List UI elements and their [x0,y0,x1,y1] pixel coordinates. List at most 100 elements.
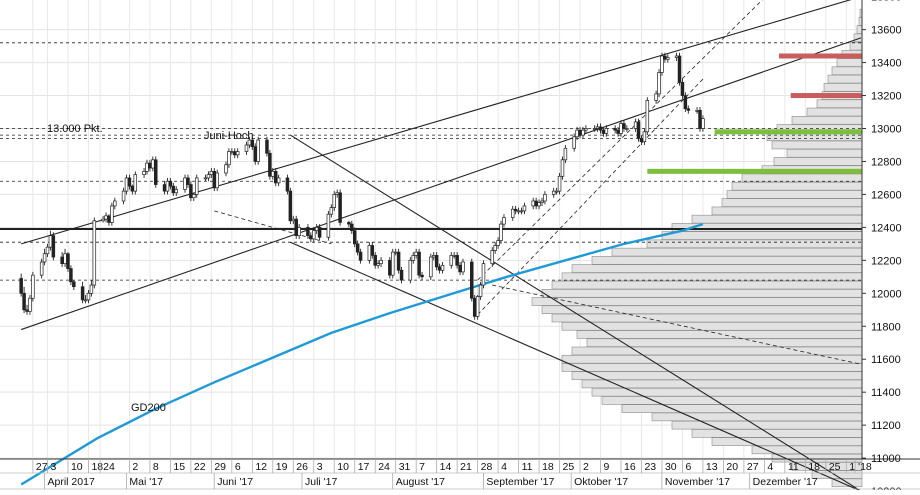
candle [227,148,231,169]
volume-profile-bar [773,157,863,166]
candle-body [393,251,398,254]
candle-body [39,261,44,276]
candle-body [674,55,679,58]
x-tick-label: 24 [103,461,115,473]
candle [253,143,257,165]
candle-body [273,170,278,184]
x-tick-label: 16 [624,461,636,473]
x-tick-label: 11 [522,461,533,473]
x-tick-label: 14 [440,461,452,473]
candle [654,90,658,104]
candle-body [203,177,208,180]
candle-body [622,123,626,129]
candle [235,148,240,159]
candle [645,97,650,136]
candle [256,136,260,165]
candle [268,149,272,180]
gd200-series [20,222,704,486]
x-tick-label: 31 [399,461,411,473]
candle [373,252,377,269]
candle-body [472,297,477,317]
candle [490,247,495,267]
candle-body [317,227,322,238]
x-tick-label: 8 [153,461,159,473]
candle [83,294,88,304]
x-tick-label: 25 [563,461,575,473]
trend-line [477,0,763,281]
volume-profile-bar [571,264,863,273]
candle [496,237,500,249]
candle-body [22,292,26,311]
candle [265,136,269,157]
candle [683,92,688,113]
candle-body [563,147,568,161]
candle-body [666,57,670,60]
candle-body [481,263,486,286]
candle [350,220,354,234]
x-tick-label: 10 [71,461,83,473]
candle-body [458,264,462,273]
candle-body [616,129,620,134]
y-tick-label: 13200 [871,91,902,103]
candle [80,281,85,304]
candle [440,261,445,274]
candle [192,192,196,202]
candle [481,260,486,289]
candle-body [639,138,644,143]
candle [194,174,199,198]
candle [224,161,228,177]
month-label: September '17 [486,476,554,488]
candle-body [51,235,56,258]
candle-body [625,128,629,130]
candle [312,227,316,243]
candle-body [206,174,211,179]
candle-body [543,194,547,202]
candle-body [215,172,219,189]
candle [297,224,301,239]
volume-profile-bar [551,280,863,290]
candle [604,125,609,137]
candle-body [680,82,685,96]
candle [478,281,483,300]
candle-body [663,55,667,60]
candle-body [475,296,480,317]
candle [429,253,433,281]
candle-body [124,177,129,192]
candle-body [253,146,257,162]
candle [31,271,35,302]
x-tick-label: 7 [419,461,425,473]
candle [358,248,363,264]
candle-body [636,121,641,139]
candle-body [604,128,609,134]
candle-body [25,309,29,312]
volume-profile-bar [827,74,863,84]
candle-body [645,100,650,133]
candle-body [510,208,515,218]
candle-body [581,129,585,136]
candle [39,258,44,279]
candle [493,242,497,254]
candle-body [519,210,524,213]
x-tick-label: 26 [296,461,308,473]
candle [408,257,413,284]
y-tick-label: 10800 [871,486,902,490]
volume-profile-bar [591,387,863,397]
candle [510,205,515,221]
candle-body [540,200,544,204]
candle-body [244,144,249,152]
price-zone [779,53,862,59]
candle-body [276,177,281,184]
candle [581,126,585,139]
candle [244,141,249,155]
candle-body [326,213,331,238]
candle-body [701,118,705,129]
volume-profile-bar [836,58,863,67]
candle [379,257,383,267]
candle [551,187,556,198]
candle [584,125,588,134]
candle-body [256,139,260,162]
price-zone [647,168,862,174]
volume-profile-bar [856,25,863,34]
candle [124,174,129,195]
